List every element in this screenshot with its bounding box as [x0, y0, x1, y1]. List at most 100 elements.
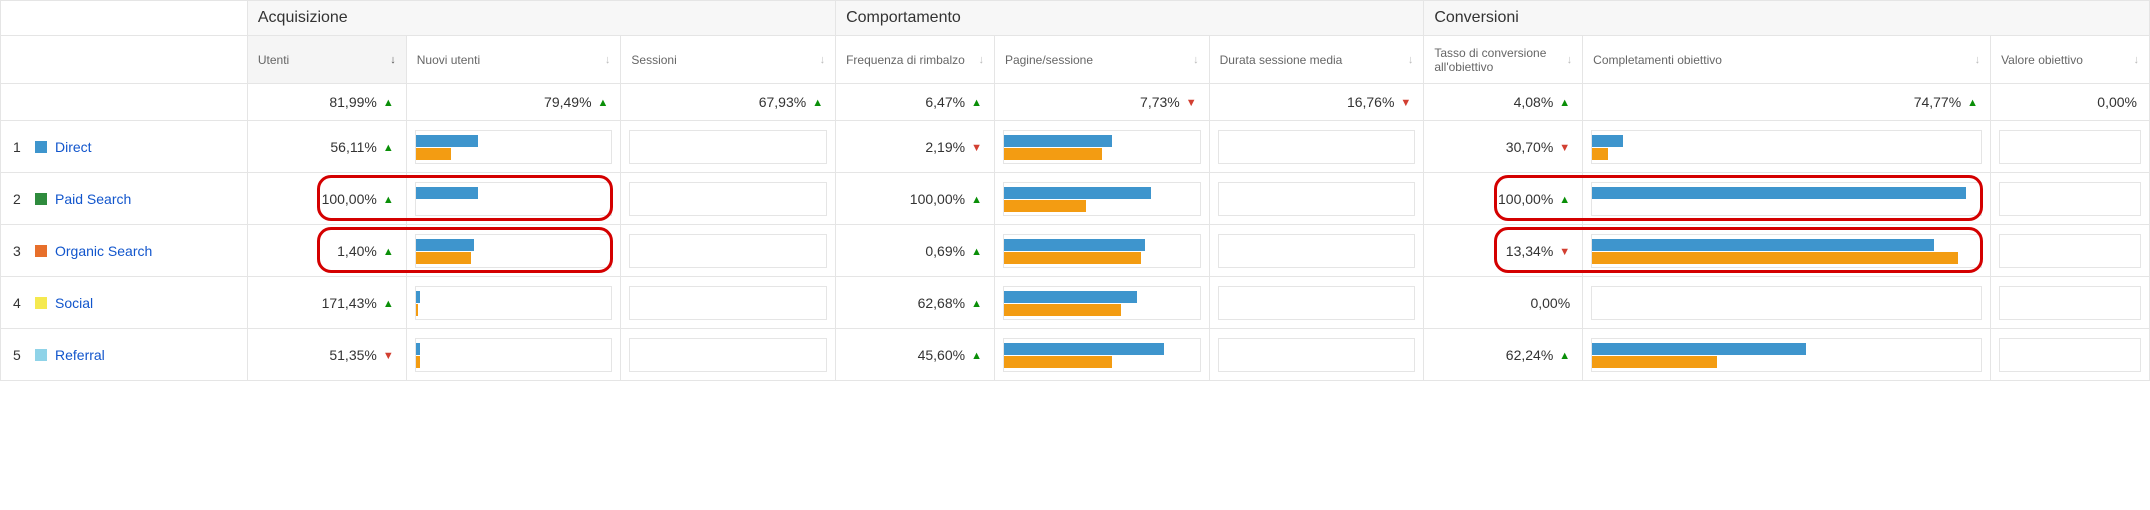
- bar-primary: [416, 291, 420, 303]
- channel-swatch: [35, 349, 47, 361]
- col-goal-value[interactable]: Valore obiettivo↓: [1991, 36, 2150, 84]
- channel-link[interactable]: Direct: [55, 139, 92, 155]
- value: 13,34%: [1506, 243, 1553, 259]
- bar-primary: [1004, 291, 1137, 303]
- value-bars: [1991, 329, 2150, 381]
- trend-up-icon: ▲: [971, 194, 982, 206]
- bar-container: [1003, 234, 1201, 268]
- table-row: 5Referral51,35%▼45,60%▲62,24%▲: [1, 329, 2150, 381]
- duration-bars: [1209, 225, 1424, 277]
- conv-cell: 13,34%▼: [1424, 225, 1583, 277]
- bar-secondary: [1592, 252, 1958, 264]
- bar-secondary: [416, 252, 471, 264]
- col-sessions[interactable]: Sessioni↓: [621, 36, 836, 84]
- bar-container: [1003, 338, 1201, 372]
- value: 0,00%: [1530, 295, 1570, 311]
- bar-secondary: [1004, 148, 1102, 160]
- spacer: [1, 36, 248, 84]
- channel-cell[interactable]: 1 Direct: [1, 121, 248, 173]
- col-pages-session[interactable]: Pagine/sessione↓: [994, 36, 1209, 84]
- channel-link[interactable]: Social: [55, 295, 93, 311]
- table: Acquisizione Comportamento Conversioni U…: [0, 0, 2150, 381]
- bar-primary: [1004, 187, 1151, 199]
- value: 30,70%: [1506, 139, 1553, 155]
- bar-container: [1591, 234, 1982, 268]
- trend-up-icon: ▲: [1967, 97, 1978, 109]
- completions-bars: [1583, 121, 1991, 173]
- trend-up-icon: ▲: [971, 97, 982, 109]
- trend-up-icon: ▲: [1559, 350, 1570, 362]
- sort-icon: ↓: [820, 54, 826, 66]
- sessions-bars: [621, 173, 836, 225]
- bar-container: [1999, 130, 2141, 164]
- channel-cell[interactable]: 5Referral: [1, 329, 248, 381]
- col-label: Completamenti obiettivo: [1593, 53, 1722, 67]
- duration-bars: [1209, 173, 1424, 225]
- trend-up-icon: ▲: [383, 246, 394, 258]
- bar-secondary: [1004, 200, 1086, 212]
- channel-link[interactable]: Organic Search: [55, 243, 152, 259]
- value-bars: [1991, 121, 2150, 173]
- bar-secondary: [416, 148, 451, 160]
- bar-container: [1218, 338, 1416, 372]
- channel-cell[interactable]: 2 Paid Search: [1, 173, 248, 225]
- bar-container: [1003, 182, 1201, 216]
- trend-up-icon: ▲: [1559, 194, 1570, 206]
- channel-swatch: [35, 193, 47, 205]
- channel-cell[interactable]: 4Social: [1, 277, 248, 329]
- trend-down-icon: ▼: [1400, 97, 1411, 109]
- row-index: 1: [13, 139, 27, 155]
- sort-icon: ↓: [1193, 54, 1199, 66]
- channel-cell[interactable]: 3Organic Search: [1, 225, 248, 277]
- trend-up-icon: ▲: [971, 246, 982, 258]
- bar-container: [1218, 286, 1416, 320]
- bar-secondary: [1004, 252, 1141, 264]
- col-label: Nuovi utenti: [417, 53, 480, 67]
- col-goal-completions[interactable]: Completamenti obiettivo↓: [1583, 36, 1991, 84]
- col-label: Frequenza di rimbalzo: [846, 53, 965, 67]
- channel-swatch: [35, 297, 47, 309]
- summary-users: 81,99%▲: [247, 84, 406, 121]
- new-users-bars: [406, 329, 621, 381]
- new-users-bars: [406, 173, 621, 225]
- value: 100,00%: [322, 191, 377, 207]
- completions-bars: [1583, 173, 1991, 225]
- new-users-bars: [406, 121, 621, 173]
- channel-link[interactable]: Referral: [55, 347, 105, 363]
- group-behavior: Comportamento: [836, 1, 1424, 36]
- sessions-bars: [621, 329, 836, 381]
- value: 0,69%: [925, 243, 965, 259]
- row-index: 2: [13, 191, 27, 207]
- col-bounce[interactable]: Frequenza di rimbalzo ↓: [836, 36, 995, 84]
- summary-pages: 7,73%▼: [994, 84, 1209, 121]
- summary-duration: 16,76%▼: [1209, 84, 1424, 121]
- bar-secondary: [1592, 148, 1608, 160]
- bar-container: [629, 234, 827, 268]
- sessions-bars: [621, 121, 836, 173]
- col-label: Valore obiettivo: [2001, 53, 2083, 67]
- trend-up-icon: ▲: [598, 97, 609, 109]
- bar-primary: [416, 239, 475, 251]
- group-conversions: Conversioni: [1424, 1, 2150, 36]
- value: 62,68%: [918, 295, 965, 311]
- summary-value: 0,00%: [1991, 84, 2150, 121]
- sort-icon: ↓: [978, 54, 984, 66]
- col-new-users[interactable]: Nuovi utenti↓: [406, 36, 621, 84]
- col-conv-rate[interactable]: Tasso di conversione all'obiettivo↓: [1424, 36, 1583, 84]
- bar-container: [1591, 130, 1982, 164]
- bar-container: [1218, 130, 1416, 164]
- col-users[interactable]: Utenti↓: [247, 36, 406, 84]
- analytics-channels-table: Acquisizione Comportamento Conversioni U…: [0, 0, 2150, 381]
- conv-cell: 100,00%▲: [1424, 173, 1583, 225]
- value-bars: [1991, 173, 2150, 225]
- channel-link[interactable]: Paid Search: [55, 191, 131, 207]
- spacer: [1, 84, 248, 121]
- table-row: 4Social171,43%▲62,68%▲0,00%: [1, 277, 2150, 329]
- bounce-cell: 45,60%▲: [836, 329, 995, 381]
- bar-container: [629, 130, 827, 164]
- bar-primary: [1004, 135, 1112, 147]
- bar-container: [1591, 338, 1982, 372]
- sort-icon: ↓: [1567, 54, 1573, 66]
- bar-container: [1591, 182, 1982, 216]
- col-avg-duration[interactable]: Durata sessione media↓: [1209, 36, 1424, 84]
